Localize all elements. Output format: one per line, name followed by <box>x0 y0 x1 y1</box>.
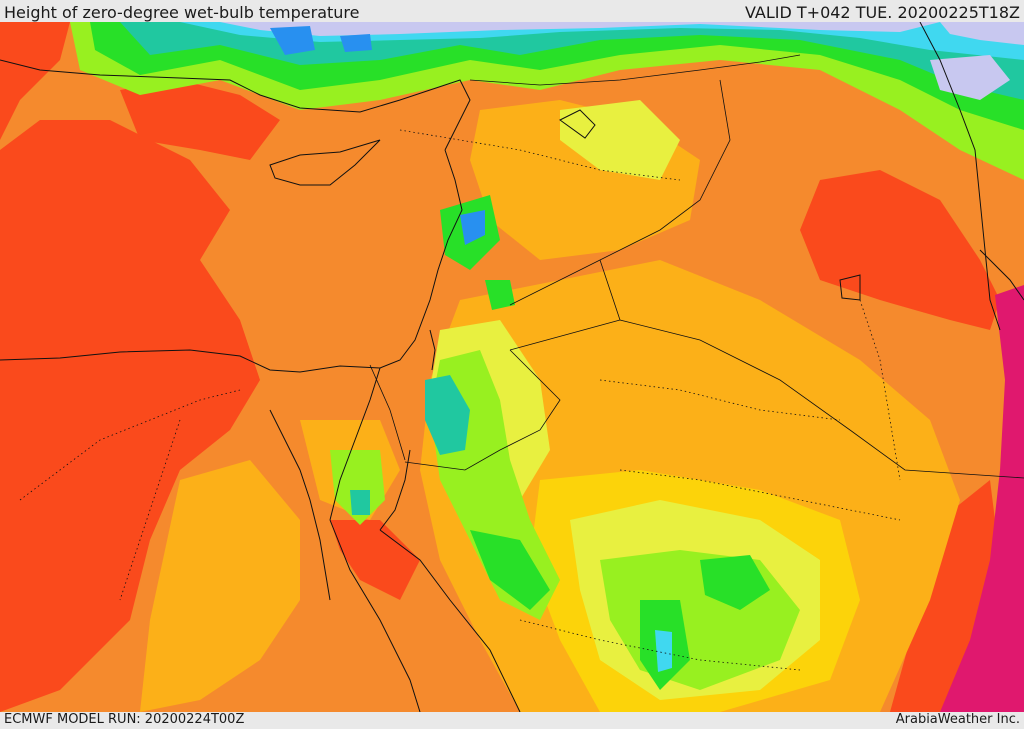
field-blue-lebanon <box>460 210 485 245</box>
field-lavender-ne <box>940 22 1024 45</box>
coast-turkey-south <box>0 59 471 151</box>
dotted-1 <box>19 389 241 501</box>
field-green-hejaz <box>470 530 550 610</box>
field-green-arabia <box>700 555 770 610</box>
model-run: ECMWF MODEL RUN: 20200224T00Z <box>4 712 245 727</box>
coast-dead-sea <box>429 329 436 371</box>
map-title: Height of zero-degree wet-bulb temperatu… <box>4 3 360 22</box>
coast-gulf-east <box>919 22 1001 331</box>
coast-red-sea-east <box>379 529 521 712</box>
coast-egypt-north <box>0 349 381 373</box>
border-jordan-saudi-2 <box>404 349 561 471</box>
coast-red-sea-west <box>329 519 421 712</box>
field-green-jordan <box>425 375 470 455</box>
field-deep-orange-east <box>800 170 1000 330</box>
field-green-golan <box>485 280 515 310</box>
field-deep-orange-sea <box>0 120 260 712</box>
field-blue-turkey-1 <box>270 26 315 55</box>
coastlines <box>0 22 1024 712</box>
valid-time: VALID T+042 TUE. 20200225T18Z <box>744 3 1020 22</box>
header-bar: Height of zero-degree wet-bulb temperatu… <box>0 0 1024 22</box>
coast-nile-1 <box>269 409 331 601</box>
field-lavender-turkey <box>220 22 940 36</box>
coast-cyprus <box>269 139 381 186</box>
dotted-3 <box>599 379 841 421</box>
border-syria-iraq <box>509 79 731 306</box>
field-deep-orange-sea-2 <box>120 80 280 160</box>
coast-gulf-suez <box>329 367 381 521</box>
coast-levant <box>379 149 463 369</box>
field-deep-orange-west <box>0 22 70 140</box>
coast-gulf-aqaba <box>379 449 411 531</box>
weather-map[interactable] <box>0 22 1024 712</box>
dotted-6 <box>119 419 181 601</box>
borders <box>369 54 1024 479</box>
dotted-5 <box>519 619 801 671</box>
field-lavender-ne-2 <box>930 55 1010 100</box>
field-magenta-east <box>940 285 1024 712</box>
field-blue-turkey-2 <box>340 34 372 52</box>
field-light-orange-egypt <box>140 460 300 712</box>
field-deep-orange-se <box>890 480 1000 712</box>
dotted-4 <box>619 469 901 521</box>
regional-borders <box>19 129 901 671</box>
coast-gulf-inner <box>979 249 1024 301</box>
dotted-7 <box>859 299 901 481</box>
field-deep-orange-gulf <box>330 520 420 600</box>
border-egypt-israel <box>369 364 406 461</box>
border-jordan-saudi <box>509 319 621 351</box>
field-teal-sinai <box>350 490 370 515</box>
coast-lake-van <box>559 109 596 139</box>
map-canvas <box>0 22 1024 712</box>
credit: ArabiaWeather Inc. <box>895 712 1020 727</box>
field-cyan-hejaz <box>655 630 672 672</box>
footer-bar: ECMWF MODEL RUN: 20200224T00Z ArabiaWeat… <box>0 712 1024 729</box>
dotted-2 <box>399 129 681 181</box>
border-turkey-syria <box>469 54 801 86</box>
